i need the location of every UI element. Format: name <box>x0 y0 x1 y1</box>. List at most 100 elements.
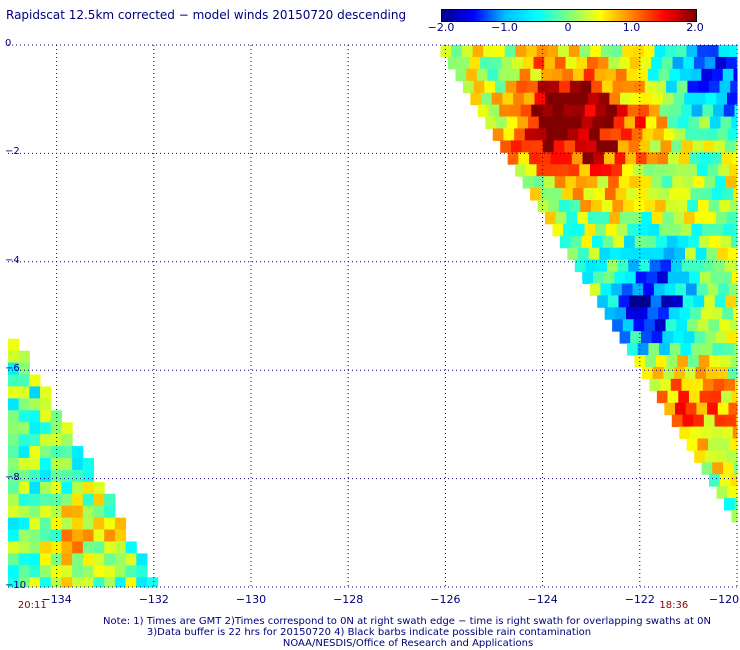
swath-cell <box>502 92 514 106</box>
swath-cell <box>634 116 647 129</box>
swath-cell <box>657 271 669 284</box>
swath-cell <box>661 176 673 189</box>
swath-cell <box>695 366 707 380</box>
swath-cell <box>672 295 684 308</box>
swath-cell <box>627 223 639 237</box>
swath-cell <box>592 271 605 284</box>
swath-cell <box>660 259 672 273</box>
swath-cell <box>615 307 627 320</box>
swath-cell <box>662 211 674 225</box>
swath-cell <box>605 223 618 237</box>
swath-cell <box>476 68 489 82</box>
swath-cell <box>690 188 702 201</box>
swath-cell <box>560 116 572 129</box>
swath-cell <box>671 414 683 428</box>
note-line-2: 3)Data buffer is 22 hrs for 20150720 4) … <box>146 627 592 638</box>
swath-cell <box>735 414 738 428</box>
swath-cell <box>633 319 645 332</box>
swath-cell <box>104 517 116 531</box>
swath-cell <box>586 56 599 70</box>
swath-cell <box>724 259 736 273</box>
swath-cell <box>29 410 41 423</box>
swath-cell <box>736 56 738 70</box>
swath-cell <box>515 164 527 177</box>
swath-cell <box>93 577 105 588</box>
swath-cell <box>565 56 577 70</box>
swath-cell <box>533 56 545 70</box>
swath-cell <box>671 259 683 273</box>
swath-cell <box>692 259 704 273</box>
swath-cell <box>692 378 704 392</box>
swath-cell <box>719 80 731 94</box>
swath-cell <box>675 164 687 177</box>
swath-cell <box>553 140 565 153</box>
swath-cell <box>18 410 30 423</box>
swath-cell <box>720 235 732 249</box>
swath-cell <box>640 56 652 70</box>
swath-cell <box>561 152 573 165</box>
swath-cell <box>675 402 687 416</box>
swath-cell <box>555 211 567 225</box>
swath-cell <box>516 80 528 94</box>
swath-cell <box>536 164 548 177</box>
swath-cell <box>683 211 696 225</box>
swath-cell <box>612 80 624 94</box>
swath-cell <box>146 577 159 588</box>
swath-cell <box>663 247 675 261</box>
swath-cell <box>93 565 105 578</box>
swath-cell <box>706 247 718 261</box>
swath-cell <box>8 422 20 435</box>
swath-cell <box>586 176 598 189</box>
swath-cell <box>663 128 676 141</box>
x-tick-label: −122 <box>624 593 655 606</box>
swath-cell <box>82 458 95 471</box>
swath-cell <box>606 104 618 118</box>
swath-cell <box>725 295 737 308</box>
swath-cell <box>700 307 713 320</box>
swath-cell <box>672 56 684 70</box>
swath-cell <box>580 200 592 213</box>
swath-cell <box>733 343 738 356</box>
swath-cell <box>587 211 599 225</box>
swath-cell <box>50 469 62 483</box>
swath-cell <box>29 386 41 399</box>
swath-cell <box>668 152 680 165</box>
swath-cell <box>587 92 600 106</box>
swath-cell <box>734 223 738 237</box>
swath-cell <box>713 104 725 118</box>
swath-cell <box>637 343 649 356</box>
swath-cell <box>93 505 105 519</box>
swath-cell <box>536 45 548 58</box>
swath-cell <box>708 438 720 451</box>
swath-cell <box>18 577 30 588</box>
swath-cell <box>481 92 493 106</box>
swath-cell <box>61 493 73 507</box>
swath-cell <box>8 469 20 483</box>
swath-cell <box>461 45 474 58</box>
swath-cell <box>666 235 679 249</box>
swath-cell <box>622 164 634 177</box>
swath-cell <box>40 469 52 483</box>
swath-cell <box>693 56 706 70</box>
swath-cell <box>50 481 62 495</box>
swath-cell <box>665 200 678 213</box>
swath-cell <box>547 45 559 58</box>
swath-cell <box>641 92 653 106</box>
swath-cell <box>716 211 728 225</box>
swath-cell <box>104 541 116 554</box>
swath-cell <box>40 446 52 459</box>
swath-cell <box>548 80 560 94</box>
swath-cell <box>599 247 611 261</box>
swath-cell <box>608 56 620 70</box>
swath-cell <box>600 164 612 177</box>
swath-cell <box>702 223 714 237</box>
swath-cell <box>609 92 621 106</box>
swath-cell <box>578 247 590 261</box>
swath-cell <box>82 517 95 531</box>
swath-cell <box>61 577 73 588</box>
swath-cell <box>714 295 726 308</box>
swath-cell <box>50 505 62 519</box>
swath-cell <box>616 104 629 118</box>
swath-cell <box>485 116 497 129</box>
swath-cell <box>61 565 73 578</box>
